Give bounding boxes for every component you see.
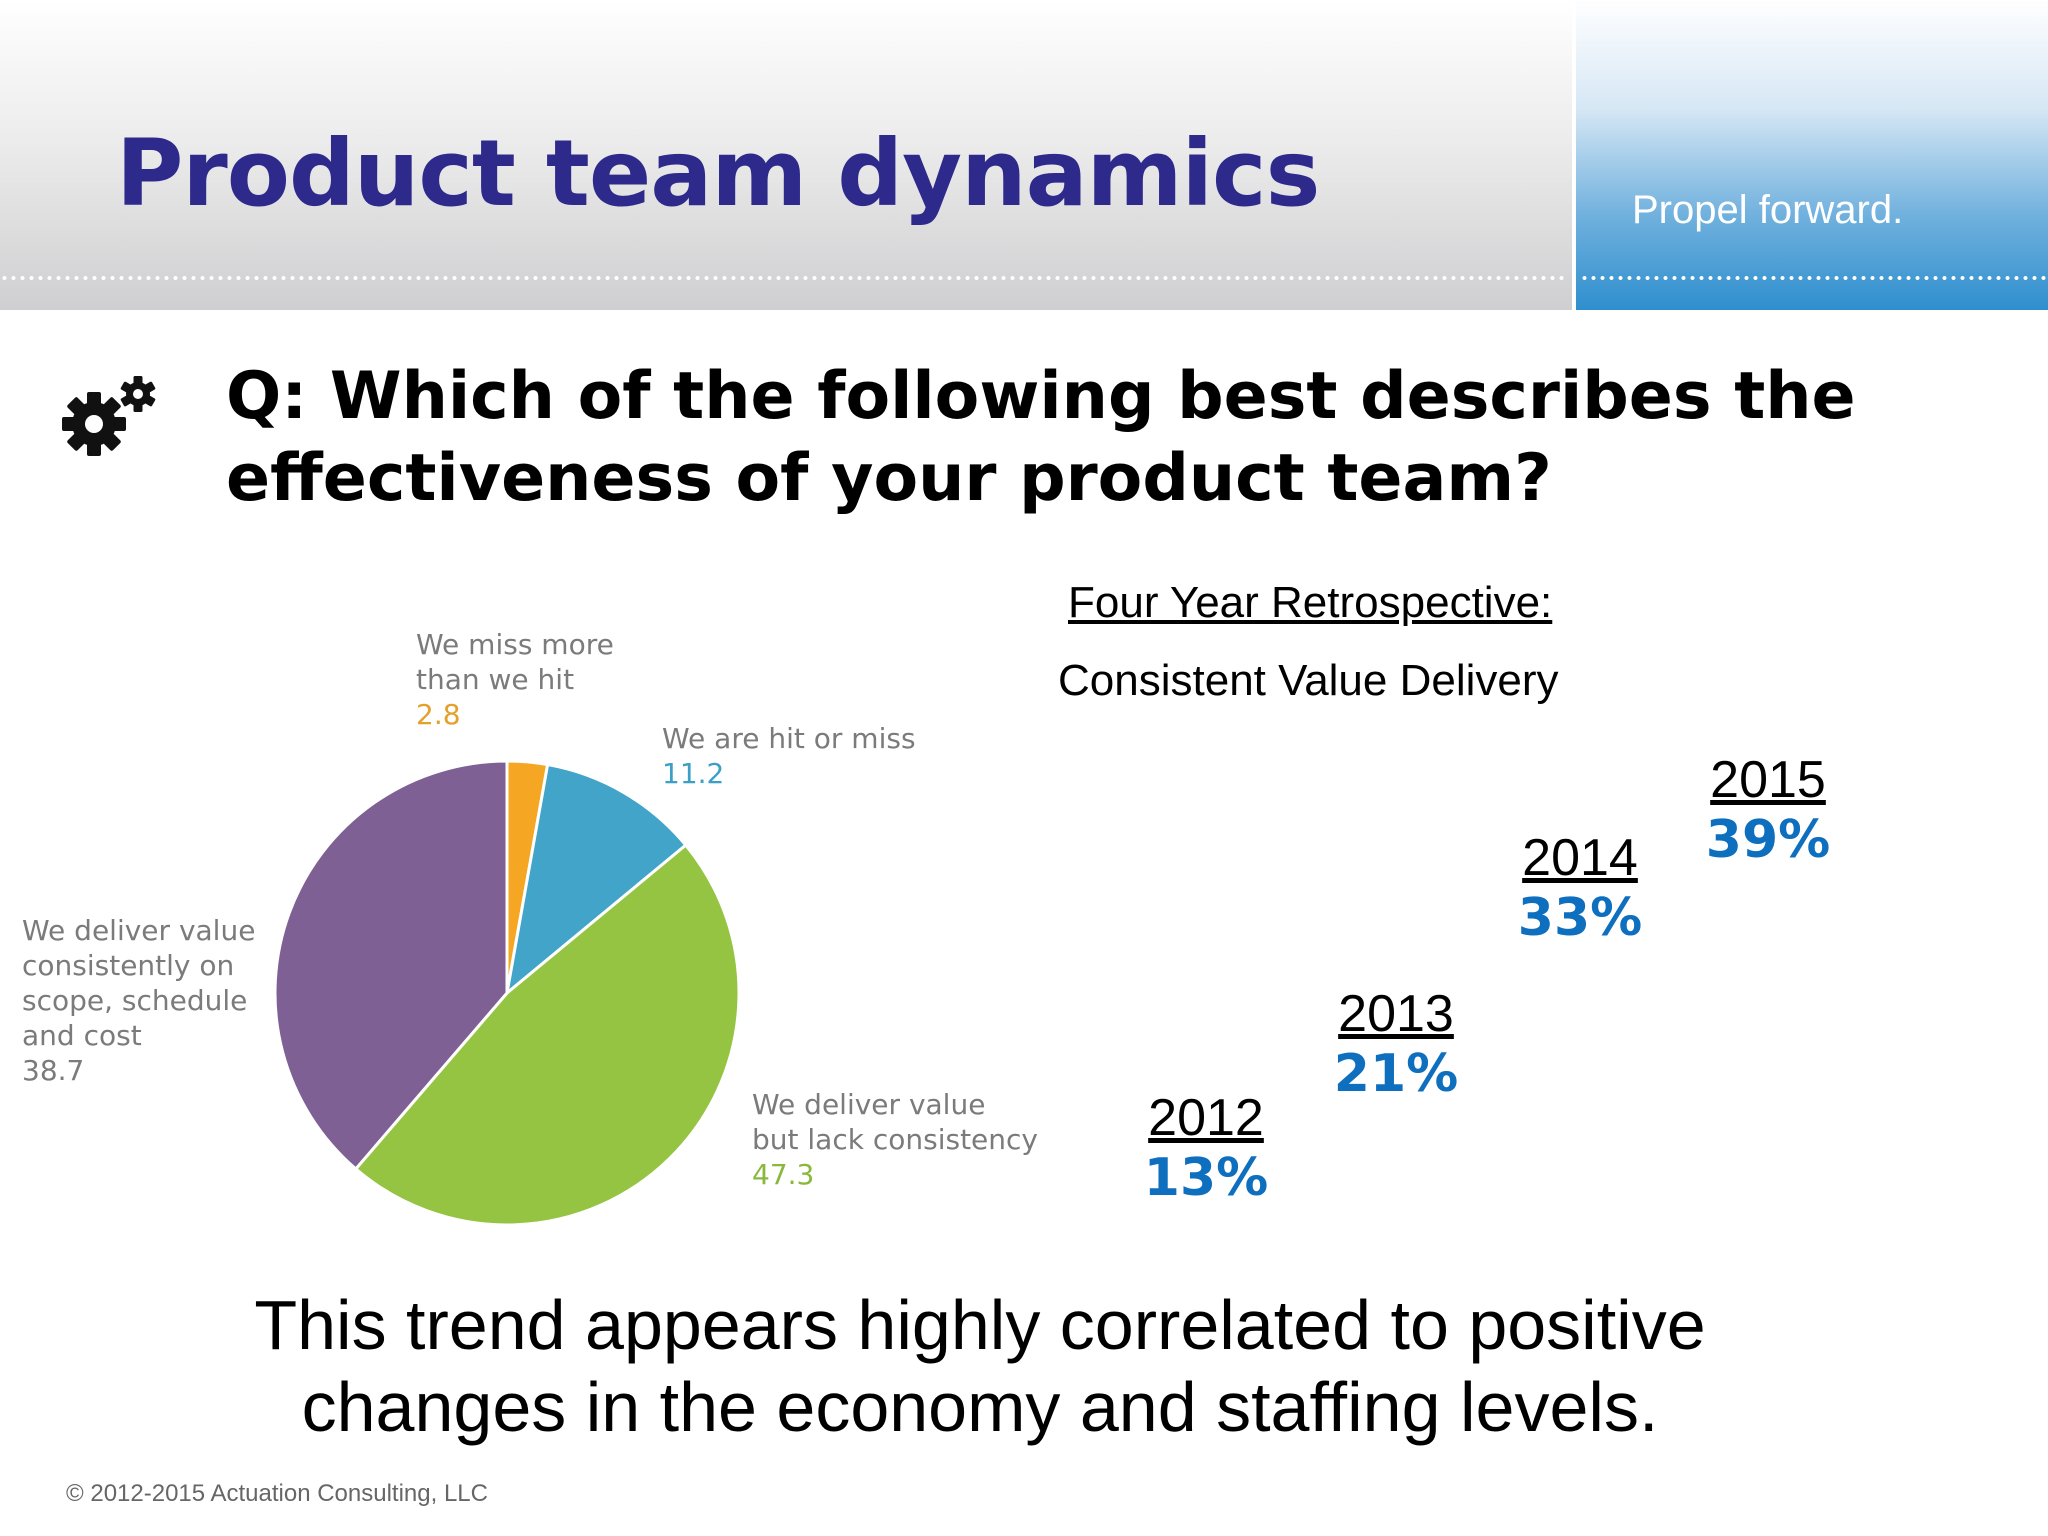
header-band [0,0,1572,310]
year-label-2013: 2013 [1338,985,1454,1043]
page-title: Product team dynamics [116,120,1320,227]
year-label-2014: 2014 [1522,829,1638,887]
pie-label-3: We deliver value consistently on scope, sc… [22,914,255,1087]
retrospective-title: Four Year Retrospective: [1068,578,1553,627]
retrospective-subtitle: Consistent Value Delivery [1058,656,1559,705]
gears-icon [62,376,156,456]
pie-value-3: 38.7 [22,1054,84,1087]
dotted-divider [0,276,1566,280]
pie-value-0: 2.8 [416,698,461,731]
conclusion-text: This trend appears highly correlated to … [254,1286,1706,1446]
pie-chart: We miss more than we hit 2.8 We are hit or … [22,628,1038,1227]
pie-label-2: We deliver value but lack consistency 47.3 [752,1088,1038,1191]
pie-value-2: 47.3 [752,1158,814,1191]
pie-value-1: 11.2 [662,757,724,790]
pie-slice-3 [273,759,509,1172]
percent-value-2013: 21% [1333,1044,1459,1104]
tagline: Propel forward. [1632,188,1904,232]
pie-label-1: We are hit or miss 11.2 [662,722,916,790]
pie-slice-1 [504,762,688,997]
year-label-2015: 2015 [1710,751,1826,809]
pie-slice-2 [353,843,741,1227]
percent-value-2014: 33% [1517,888,1643,948]
survey-question: Q: Which of the following best describes… [226,359,1856,516]
copyright-notice: © 2012-2015 Actuation Consulting, LLC [66,1480,488,1507]
percent-value-2012: 13% [1143,1148,1269,1208]
header-side-panel [1576,0,2048,310]
percent-value-2015: 39% [1705,810,1831,870]
year-label-2012: 2012 [1148,1089,1264,1147]
pie-label-0: We miss more than we hit 2.8 [416,628,614,731]
dotted-divider-right [1580,276,2048,280]
